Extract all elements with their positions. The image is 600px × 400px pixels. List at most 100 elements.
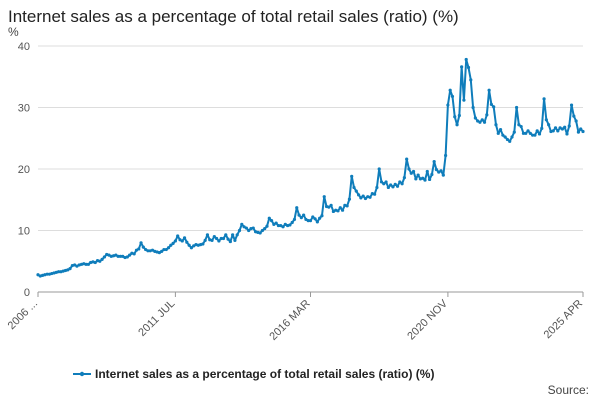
data-point bbox=[160, 249, 164, 254]
data-point bbox=[171, 241, 175, 246]
data-point bbox=[368, 195, 372, 199]
data-point bbox=[492, 105, 496, 109]
data-point bbox=[450, 94, 455, 99]
data-point bbox=[478, 120, 482, 124]
data-point bbox=[98, 259, 102, 263]
data-point bbox=[375, 185, 379, 190]
data-point bbox=[215, 236, 219, 241]
data-point bbox=[528, 131, 532, 135]
data-point bbox=[247, 228, 251, 233]
data-point bbox=[501, 133, 505, 137]
data-point bbox=[224, 233, 228, 237]
data-point bbox=[162, 247, 166, 252]
data-point bbox=[464, 57, 468, 62]
data-point bbox=[263, 227, 267, 231]
data-point bbox=[219, 236, 223, 241]
data-point bbox=[391, 185, 395, 189]
data-point bbox=[281, 225, 285, 229]
x-axis: 2006 ... 2011 JUL 2016 MAR 2020 NOV 2025 APR bbox=[6, 291, 585, 343]
data-point bbox=[457, 113, 461, 118]
data-point bbox=[489, 102, 493, 107]
data-point bbox=[311, 215, 315, 219]
legend[interactable]: Internet sales as a percentage of total … bbox=[73, 367, 434, 381]
data-point bbox=[553, 126, 558, 130]
legend-label: Internet sales as a percentage of total … bbox=[95, 367, 434, 381]
data-point bbox=[137, 247, 141, 251]
data-point bbox=[187, 243, 191, 247]
data-point bbox=[118, 254, 123, 258]
data-point bbox=[551, 129, 555, 133]
data-point bbox=[217, 239, 221, 243]
data-point bbox=[542, 97, 546, 101]
data-point bbox=[139, 241, 143, 245]
data-point bbox=[265, 224, 269, 228]
data-point bbox=[439, 169, 443, 173]
x-tick-label: 2020 NOV bbox=[405, 297, 450, 342]
data-point bbox=[176, 234, 180, 238]
data-point bbox=[473, 116, 477, 120]
data-point bbox=[384, 180, 388, 184]
legend-swatch-marker bbox=[79, 371, 85, 377]
data-point bbox=[393, 182, 397, 186]
data-point bbox=[361, 194, 365, 198]
data-point bbox=[567, 124, 571, 128]
data-point bbox=[212, 235, 216, 239]
series-group bbox=[36, 57, 585, 278]
y-tick-label: 10 bbox=[18, 226, 30, 238]
data-point bbox=[329, 203, 333, 207]
data-point bbox=[164, 247, 168, 252]
y-axis-unit: % bbox=[8, 25, 19, 39]
data-point bbox=[68, 267, 72, 271]
chart-title: Internet sales as a percentage of total … bbox=[8, 7, 459, 26]
data-point bbox=[510, 135, 514, 139]
data-point bbox=[579, 127, 583, 131]
data-point bbox=[512, 130, 516, 134]
data-point bbox=[292, 217, 297, 222]
data-point bbox=[547, 123, 551, 127]
data-point bbox=[402, 176, 406, 180]
data-point bbox=[295, 206, 299, 210]
data-point bbox=[434, 168, 439, 172]
data-point bbox=[469, 78, 473, 82]
data-point bbox=[288, 223, 292, 227]
data-point bbox=[466, 65, 471, 70]
y-tick-label: 20 bbox=[18, 164, 30, 176]
data-point bbox=[395, 184, 400, 188]
data-point bbox=[480, 118, 484, 122]
data-point bbox=[203, 238, 207, 242]
data-point bbox=[409, 171, 413, 175]
data-point bbox=[414, 177, 418, 181]
data-point bbox=[354, 189, 358, 193]
data-point bbox=[460, 65, 464, 69]
data-point bbox=[132, 252, 136, 256]
data-point bbox=[514, 105, 519, 110]
data-point bbox=[318, 216, 322, 220]
data-point bbox=[235, 233, 239, 237]
data-point bbox=[350, 174, 354, 178]
data-point bbox=[373, 192, 377, 196]
data-point bbox=[524, 131, 528, 135]
data-point bbox=[533, 133, 537, 137]
data-point bbox=[423, 178, 427, 182]
data-point bbox=[125, 255, 129, 259]
data-point bbox=[336, 209, 340, 213]
data-point bbox=[359, 196, 363, 200]
data-point bbox=[563, 125, 567, 129]
data-point bbox=[313, 217, 317, 221]
data-point bbox=[405, 157, 409, 161]
data-point bbox=[274, 221, 278, 225]
data-point bbox=[299, 215, 303, 220]
data-point bbox=[189, 246, 194, 250]
y-tick-label: 30 bbox=[18, 103, 30, 115]
data-point bbox=[462, 98, 466, 102]
data-point bbox=[173, 239, 177, 243]
data-point bbox=[166, 246, 171, 250]
data-point bbox=[430, 172, 434, 177]
data-point bbox=[453, 115, 457, 119]
data-point bbox=[128, 253, 132, 257]
data-point bbox=[240, 222, 244, 226]
data-point bbox=[503, 135, 507, 139]
data-point bbox=[102, 255, 107, 259]
data-point bbox=[487, 88, 491, 92]
data-point bbox=[496, 131, 500, 135]
